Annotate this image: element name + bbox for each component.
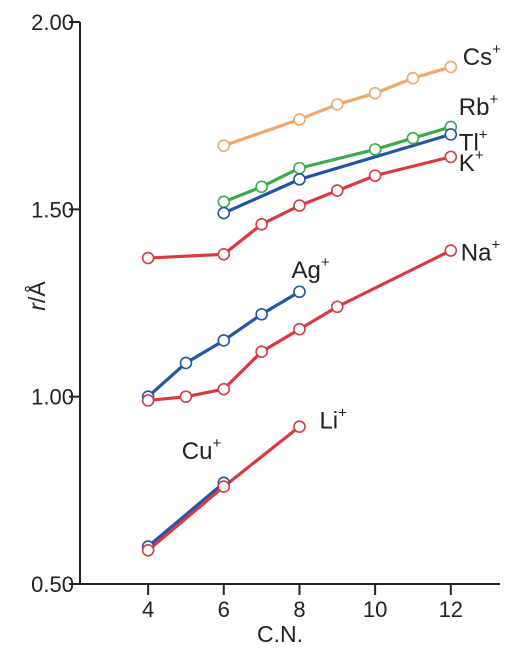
ion-charge: + [492, 41, 501, 58]
data-point-li [217, 480, 231, 493]
data-point-k [217, 247, 231, 261]
data-point-tl [293, 173, 306, 186]
data-point-cs [293, 113, 306, 126]
data-point-cs [444, 60, 458, 74]
data-point-rb [217, 195, 231, 209]
ticks: 0.50 1.00 1.50 2.00 4 6 8 10 12 [31, 10, 463, 622]
ion-label-li: Li+ [319, 405, 347, 435]
ion-symbol: K [459, 150, 475, 177]
series-points [141, 60, 458, 557]
data-point-cs [368, 86, 382, 100]
ion-charge: + [338, 405, 347, 422]
data-point-rb [255, 180, 268, 194]
series-line-tl [223, 132, 452, 215]
ion-labels: Cs+Rb+Tl+K+Ag+ Na+Cu+Li+ [182, 41, 501, 465]
ion-symbol: Cu [182, 438, 213, 465]
data-point-cs [406, 71, 420, 85]
data-point-rb [406, 131, 420, 145]
y-axis-title-symbol: r [24, 302, 50, 311]
data-point-k [444, 150, 458, 164]
data-point-tl [217, 206, 231, 220]
ion-symbol: Cs [463, 44, 492, 71]
ion-label-cs: Cs+ [463, 41, 501, 71]
data-point-li [141, 543, 155, 557]
data-point-ag [179, 356, 193, 370]
data-point-na [141, 394, 155, 407]
ion-charge: + [489, 91, 498, 108]
data-point-k [255, 218, 268, 231]
ion-label-tl: Tl+ [459, 126, 488, 156]
series-line-cu [147, 481, 225, 548]
ion-charge: + [479, 126, 488, 143]
x-tick-label: 12 [439, 597, 463, 622]
y-axis-title-unit: /Å [23, 281, 50, 303]
x-axis-title: C.N. [257, 621, 303, 647]
x-tick-label: 6 [218, 597, 230, 622]
ion-symbol: Ag [291, 257, 320, 284]
ion-symbol: Na [461, 240, 492, 267]
ion-symbol: Li [319, 408, 338, 435]
data-point-cs [217, 139, 231, 152]
data-point-ag [293, 285, 306, 299]
data-point-k [293, 199, 306, 212]
data-point-na [217, 382, 231, 396]
data-point-rb [368, 143, 382, 156]
x-tick-label: 4 [142, 597, 154, 622]
data-point-ag [255, 307, 268, 321]
y-axis-title: r/Å [23, 281, 50, 311]
ion-charge: + [212, 435, 221, 452]
axes [79, 22, 500, 585]
ion-label-rb: Rb+ [459, 91, 499, 121]
y-tick-label: 2.00 [31, 10, 74, 35]
y-tick-label: 1.00 [31, 385, 74, 410]
data-point-li [293, 420, 306, 433]
y-tick-label: 1.50 [31, 197, 74, 222]
data-point-tl [444, 128, 458, 141]
data-point-na [444, 244, 458, 257]
data-point-k [330, 184, 344, 197]
ion-label-na: Na+ [461, 237, 501, 267]
ion-charge: + [321, 254, 330, 271]
series-line-cs [223, 65, 452, 148]
data-point-ag [217, 334, 231, 347]
data-point-na [330, 300, 344, 314]
ion-charge: + [491, 237, 500, 254]
y-tick-label: 0.50 [31, 572, 74, 597]
data-point-na [179, 390, 193, 403]
x-tick-label: 10 [363, 597, 387, 622]
data-point-k [141, 251, 155, 265]
data-point-k [368, 169, 382, 182]
ion-label-k: K+ [459, 147, 484, 177]
data-point-rb [293, 161, 306, 175]
data-point-cs [330, 98, 344, 111]
data-point-na [293, 322, 306, 336]
data-point-na [255, 345, 268, 359]
series-lines [147, 65, 452, 552]
series-line-rb [223, 125, 452, 204]
x-tick-label: 8 [293, 597, 305, 622]
ion-label-cu: Cu+ [182, 435, 222, 465]
ion-symbol: Tl [459, 129, 479, 156]
ion-charge: + [475, 147, 484, 164]
ion-symbol: Rb [459, 94, 490, 121]
ion-label-ag: Ag+ [291, 254, 329, 284]
